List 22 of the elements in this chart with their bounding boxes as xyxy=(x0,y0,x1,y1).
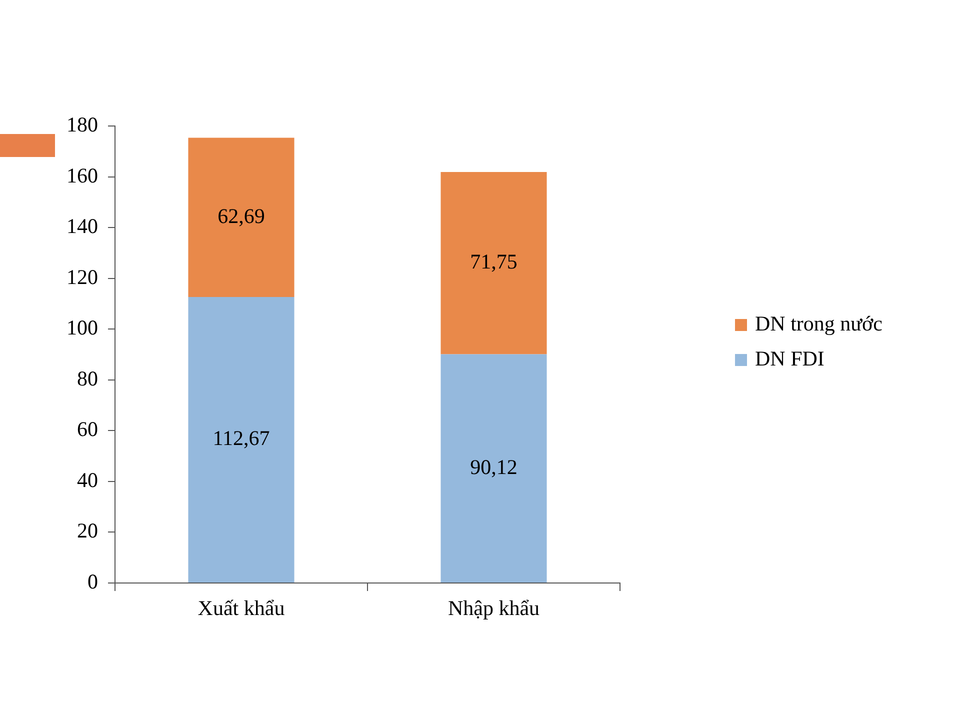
legend-label: DN FDI xyxy=(755,346,824,371)
y-tick-label: 160 xyxy=(66,163,98,188)
data-label: 71,75 xyxy=(470,250,518,274)
data-label: 112,67 xyxy=(212,426,270,450)
data-label: 62,69 xyxy=(218,204,265,228)
bar xyxy=(440,172,547,354)
bar xyxy=(188,138,294,297)
y-tick-label: 180 xyxy=(66,112,98,137)
bar xyxy=(188,296,294,582)
y-tick-label: 100 xyxy=(66,316,98,340)
y-tick-label: 120 xyxy=(66,264,98,289)
y-tick-label: 0 xyxy=(88,570,98,594)
y-tick-label: 80 xyxy=(77,366,98,390)
y-tick-label: 140 xyxy=(66,214,98,238)
y-tick-label: 40 xyxy=(77,468,98,492)
legend-label: DN trong nước xyxy=(755,312,882,336)
y-tick-label: 60 xyxy=(77,417,98,442)
x-tick-label: Nhập khẩu xyxy=(448,596,540,620)
x-tick-label: Xuất khẩu xyxy=(198,596,286,620)
data-label: 90,12 xyxy=(470,454,518,479)
y-tick-label: 20 xyxy=(77,518,98,543)
bar xyxy=(440,354,547,582)
